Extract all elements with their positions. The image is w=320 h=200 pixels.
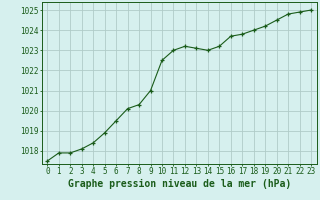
X-axis label: Graphe pression niveau de la mer (hPa): Graphe pression niveau de la mer (hPa) — [68, 179, 291, 189]
